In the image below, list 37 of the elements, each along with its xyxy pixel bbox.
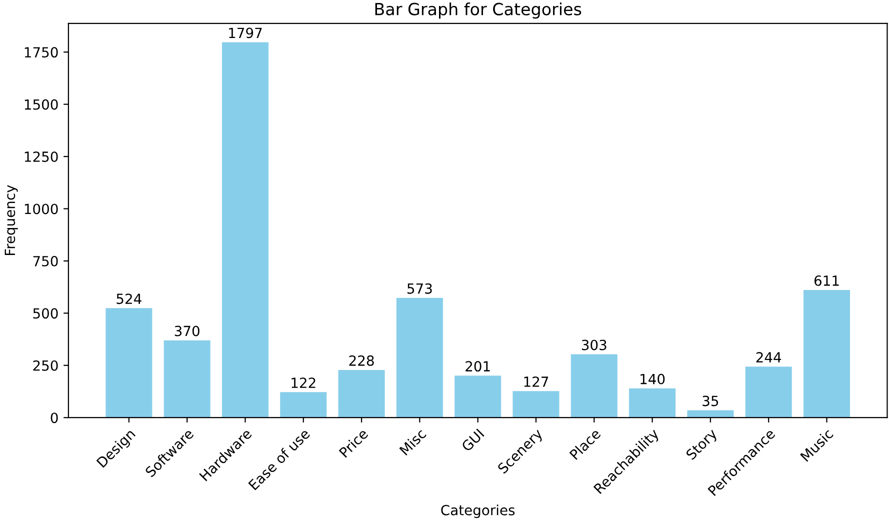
y-tick-label: 500 (33, 308, 58, 319)
chart-title: Bar Graph for Categories (375, 2, 582, 19)
y-tick-label: 1000 (24, 204, 58, 214)
bar (338, 370, 385, 418)
bar (454, 376, 502, 418)
data-label: 127 (524, 376, 548, 387)
data-label: 611 (814, 275, 839, 286)
data-label: 1797 (229, 28, 262, 38)
y-tick-label: 0 (50, 412, 58, 424)
y-tick-label: 750 (33, 256, 58, 266)
y-tick-label: 250 (33, 360, 58, 371)
y-tick-label: 1750 (24, 47, 58, 58)
x-axis-title: Categories (441, 504, 515, 518)
bar (803, 290, 850, 418)
y-tick-label: 1250 (24, 151, 58, 162)
data-label: 228 (349, 355, 374, 366)
bar (106, 308, 152, 418)
data-label: 524 (116, 294, 142, 304)
x-tick-label: GUI (460, 428, 484, 452)
bar (629, 388, 676, 418)
bar (280, 392, 327, 418)
bar (512, 391, 560, 418)
y-tick-label: 1500 (24, 99, 58, 110)
data-label: 35 (702, 396, 718, 406)
y-axis-title: Frequency (4, 185, 18, 256)
data-label: 122 (292, 378, 316, 388)
bar (222, 42, 268, 418)
data-label: 201 (466, 361, 490, 372)
bar (396, 298, 443, 418)
data-label: 370 (174, 326, 200, 336)
bar (745, 366, 792, 418)
data-label: 303 (582, 340, 606, 350)
data-label: 573 (408, 283, 432, 294)
bar (164, 340, 210, 418)
bar (570, 354, 618, 418)
data-label: 244 (756, 352, 782, 362)
data-label: 140 (640, 374, 665, 384)
